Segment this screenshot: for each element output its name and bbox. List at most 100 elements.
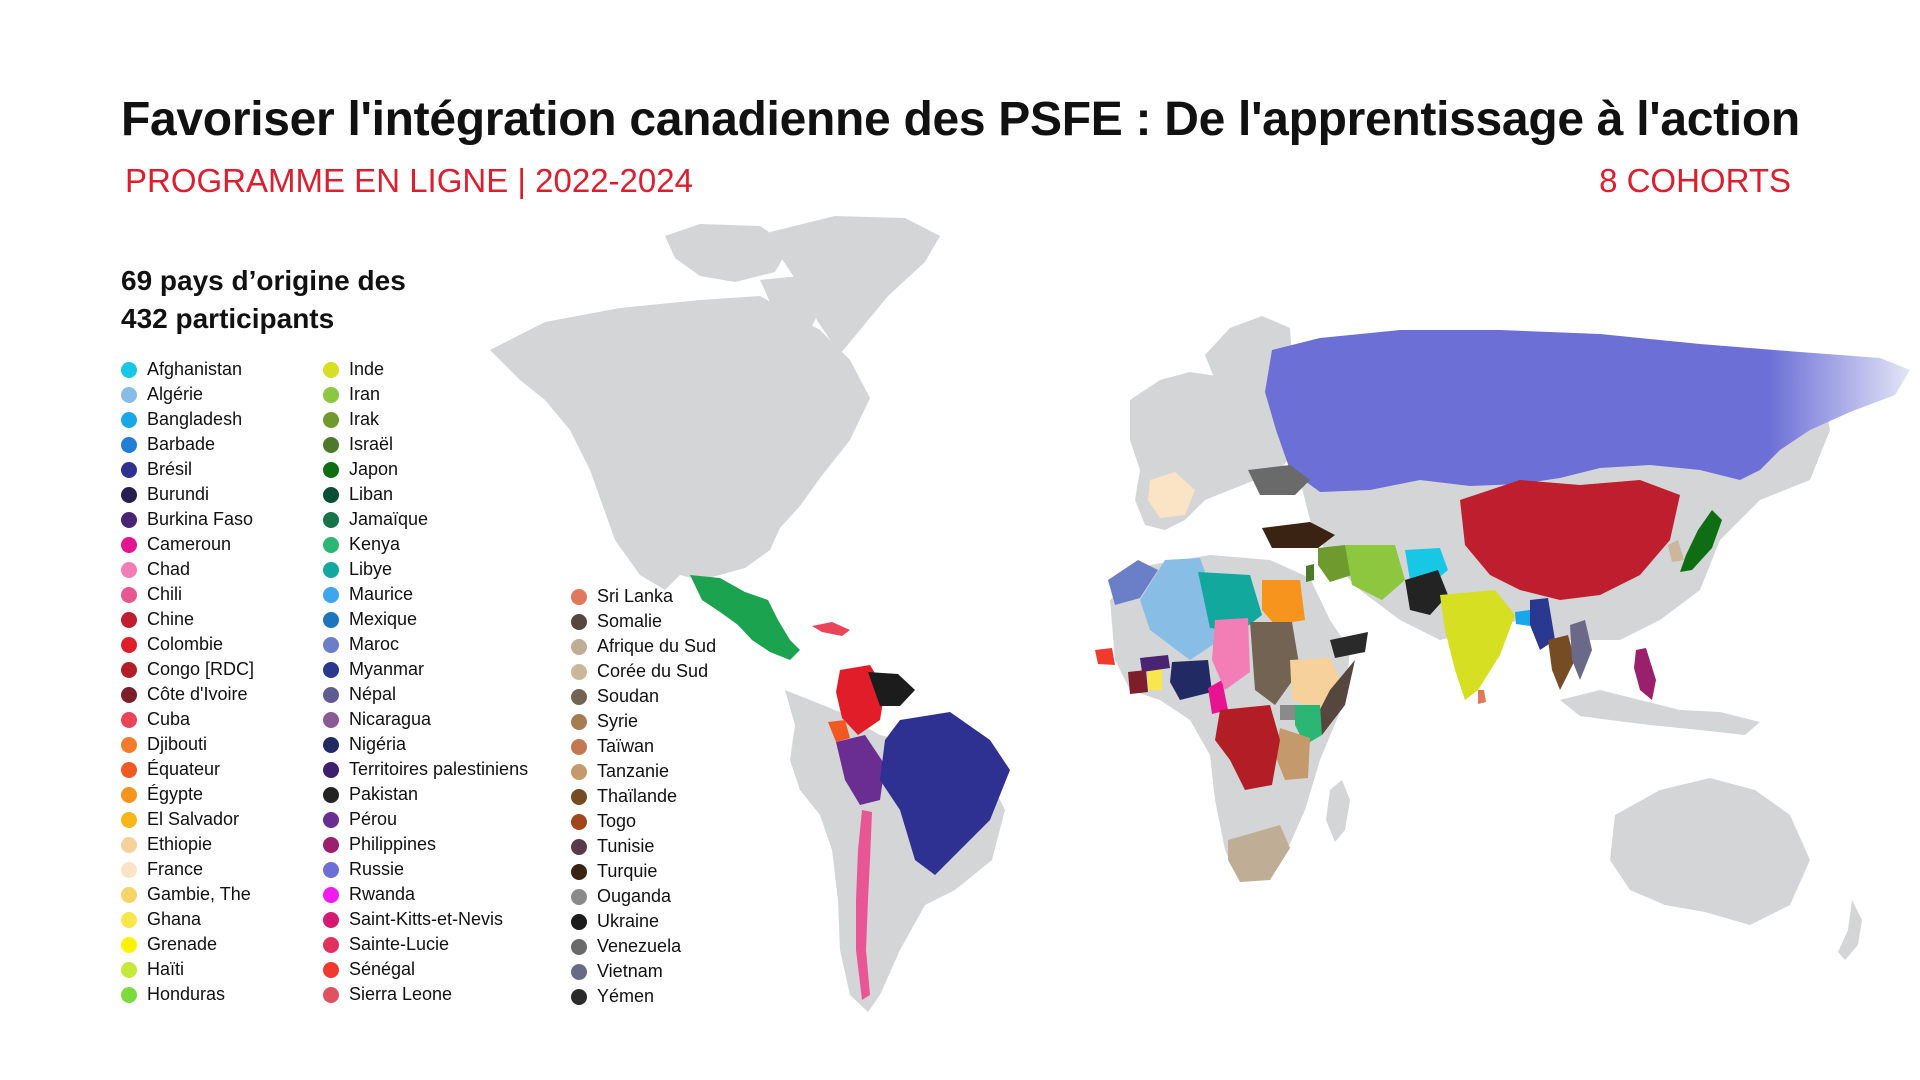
legend-swatch xyxy=(323,511,339,528)
legend-label: Liban xyxy=(349,484,394,504)
legend-label: France xyxy=(147,859,204,879)
legend-item: Somalie xyxy=(571,609,716,634)
legend-label: Sainte-Lucie xyxy=(349,934,450,954)
legend-swatch xyxy=(121,986,137,1003)
legend-label: Russie xyxy=(349,859,405,879)
legend-label: Mexique xyxy=(349,609,418,629)
legend-swatch xyxy=(121,486,137,503)
legend-label: Équateur xyxy=(147,759,221,779)
country-somalie xyxy=(1312,660,1355,735)
legend-swatch xyxy=(121,936,137,953)
legend-swatch xyxy=(323,786,339,803)
country-congo-rdc xyxy=(1215,705,1280,790)
legend-swatch xyxy=(571,738,587,755)
legend-item: Kenya xyxy=(323,532,528,557)
country-mexique xyxy=(690,575,800,660)
legend-label: Gambie, The xyxy=(147,884,251,904)
legend-label: Chad xyxy=(147,559,191,579)
legend-swatch xyxy=(571,963,587,980)
legend-item: France xyxy=(121,857,254,882)
legend-label: Cuba xyxy=(147,709,191,729)
legend-swatch xyxy=(571,688,587,705)
land-australia xyxy=(1610,778,1810,925)
country-tanzanie xyxy=(1275,728,1310,780)
legend-label: Libye xyxy=(349,559,393,579)
legend-label: Saint-Kitts-et-Nevis xyxy=(349,909,504,929)
legend-swatch xyxy=(121,611,137,628)
legend-item: Jamaïque xyxy=(323,507,528,532)
land-madagascar xyxy=(1326,780,1350,842)
legend-swatch xyxy=(571,938,587,955)
legend-swatch xyxy=(571,713,587,730)
country-pakistan xyxy=(1405,570,1448,615)
legend-label: Chili xyxy=(147,584,183,604)
legend-label: Japon xyxy=(349,459,399,479)
legend-item: Sénégal xyxy=(323,957,528,982)
country-libye xyxy=(1198,572,1262,632)
country-senegal xyxy=(1095,648,1115,665)
legend-swatch xyxy=(323,436,339,453)
legend-label: Philippines xyxy=(349,834,437,854)
legend-item: El Salvador xyxy=(121,807,254,832)
legend-label: Rwanda xyxy=(349,884,416,904)
legend-swatch xyxy=(121,686,137,703)
legend-label: Cameroun xyxy=(147,534,232,554)
legend-swatch xyxy=(571,788,587,805)
legend-swatch xyxy=(571,988,587,1005)
legend-label: Honduras xyxy=(147,984,226,1004)
legend-swatch xyxy=(571,638,587,655)
legend-swatch xyxy=(323,761,339,778)
legend-swatch xyxy=(323,686,339,703)
legend-swatch xyxy=(121,411,137,428)
legend-item: Irak xyxy=(323,407,528,432)
legend-swatch xyxy=(323,811,339,828)
country-irak xyxy=(1318,545,1352,582)
legend-item: Israël xyxy=(323,432,528,457)
legend-item: Sainte-Lucie xyxy=(323,932,528,957)
legend-item: Pakistan xyxy=(323,782,528,807)
country-inde xyxy=(1440,590,1515,700)
legend-item: Gambie, The xyxy=(121,882,254,907)
legend-item: Djibouti xyxy=(121,732,254,757)
legend-item: Cameroun xyxy=(121,532,254,557)
country-bresil xyxy=(880,712,1010,875)
cohorts-label: 8 COHORTS xyxy=(1599,162,1791,199)
legend-label: Pérou xyxy=(349,809,398,829)
legend-label: Maroc xyxy=(349,634,400,654)
world-map xyxy=(490,216,1910,1012)
country-maroc xyxy=(1108,560,1158,605)
legend-swatch xyxy=(323,661,339,678)
legend-swatch xyxy=(323,986,339,1003)
legend-swatch xyxy=(121,836,137,853)
legend-item: Venezuela xyxy=(571,934,716,959)
legend-label: Burundi xyxy=(147,484,210,504)
legend-item: Ethiopie xyxy=(121,832,254,857)
country-myanmar xyxy=(1530,598,1555,650)
legend-swatch xyxy=(571,763,587,780)
legend-label: El Salvador xyxy=(147,809,240,829)
legend-label: Barbade xyxy=(147,434,216,454)
legend-label: Maurice xyxy=(349,584,414,604)
legend-item: Ghana xyxy=(121,907,254,932)
country-yemen xyxy=(1330,632,1368,658)
legend-swatch xyxy=(323,561,339,578)
legend-label: Brésil xyxy=(147,459,193,479)
legend-swatch xyxy=(121,386,137,403)
legend-item: Vietnam xyxy=(571,959,716,984)
legend-item: Grenade xyxy=(121,932,254,957)
country-ukraine xyxy=(1248,465,1310,495)
country-chine xyxy=(1460,480,1680,600)
legend-swatch xyxy=(121,461,137,478)
legend-label: Turquie xyxy=(597,861,658,881)
legend-label: Colombie xyxy=(147,634,224,654)
legend-label: Afrique du Sud xyxy=(597,636,717,656)
legend-column-3: Sri Lanka Somalie Afrique du Sud Corée du S… xyxy=(571,584,716,1009)
legend-swatch xyxy=(323,961,339,978)
legend-label: Ethiopie xyxy=(147,834,213,854)
legend-item: Turquie xyxy=(571,859,716,884)
legend-label: Grenade xyxy=(147,934,218,954)
legend-label: Iran xyxy=(349,384,381,404)
legend-item: Russie xyxy=(323,857,528,882)
legend-label: Afghanistan xyxy=(147,359,243,379)
legend-item: Tanzanie xyxy=(571,759,716,784)
